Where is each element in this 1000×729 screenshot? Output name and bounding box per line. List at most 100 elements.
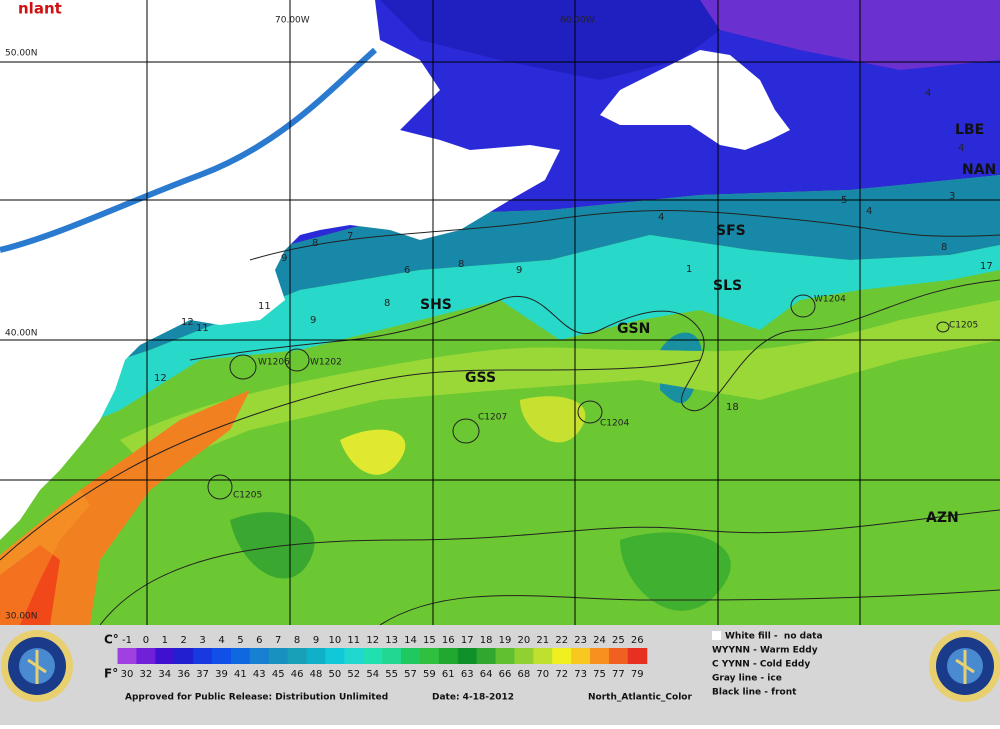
- fahrenheit-tick: 75: [593, 669, 606, 680]
- color-swatch: [268, 648, 289, 664]
- contour-label: 18: [726, 402, 739, 413]
- key-entry: WYYNN - Warm Eddy: [712, 646, 818, 656]
- region-label: SHS: [420, 297, 452, 313]
- contour-label: 17: [980, 261, 993, 272]
- fahrenheit-tick: 64: [480, 669, 493, 680]
- product-name: North_Atlantic_Color: [588, 693, 692, 703]
- region-label: GSN: [617, 321, 650, 337]
- celsius-tick: 14: [404, 635, 417, 646]
- key-entry: C YYNN - Cold Eddy: [712, 660, 810, 670]
- celsius-tick: 2: [181, 635, 187, 646]
- region-label: NAN: [962, 162, 996, 178]
- fahrenheit-tick: 39: [215, 669, 228, 680]
- color-swatch: [249, 648, 270, 664]
- legend-panel: [0, 625, 1000, 725]
- celsius-tick: 26: [631, 635, 644, 646]
- color-swatch: [136, 648, 156, 664]
- eddy-label: C1205: [949, 321, 978, 331]
- fahrenheit-label: F°: [104, 667, 118, 681]
- no-data-swatch: [712, 631, 721, 640]
- color-swatch: [533, 648, 553, 664]
- celsius-tick: 18: [480, 635, 493, 646]
- eddy-label: W1202: [310, 358, 342, 368]
- fahrenheit-tick: 63: [461, 669, 474, 680]
- region-label: GSS: [465, 370, 496, 386]
- fahrenheit-tick: 45: [272, 669, 285, 680]
- lat-label: 50.00N: [5, 49, 38, 59]
- celsius-tick: 20: [518, 635, 531, 646]
- celsius-tick: 7: [275, 635, 281, 646]
- contour-label: 4: [658, 212, 664, 223]
- release-note: Approved for Public Release: Distributio…: [125, 693, 388, 703]
- color-swatch: [344, 648, 364, 664]
- celsius-tick: 10: [329, 635, 342, 646]
- celsius-tick: 0: [143, 635, 149, 646]
- celsius-label: C°: [104, 633, 119, 647]
- color-swatch: [287, 648, 308, 664]
- region-label: LBE: [955, 122, 984, 138]
- color-swatch: [438, 648, 459, 664]
- color-swatch: [325, 648, 345, 664]
- celsius-tick: 21: [536, 635, 549, 646]
- fahrenheit-tick: 61: [442, 669, 455, 680]
- eddy-label: W1204: [814, 295, 846, 305]
- key-entry: White fill - no data: [725, 632, 823, 642]
- fahrenheit-tick: 72: [555, 669, 568, 680]
- contour-label: 9: [516, 265, 522, 276]
- fahrenheit-tick: 36: [177, 669, 190, 680]
- celsius-tick: 4: [218, 635, 224, 646]
- fahrenheit-tick: 48: [310, 669, 323, 680]
- fahrenheit-tick: 32: [140, 669, 153, 680]
- contour-label: 8: [458, 259, 464, 270]
- contour-label: 12: [154, 373, 167, 384]
- contour-label: 4: [925, 88, 931, 99]
- contour-label: 8: [384, 298, 390, 309]
- color-swatch: [155, 648, 175, 664]
- eddy-label: C1207: [478, 413, 507, 423]
- celsius-tick: 3: [199, 635, 205, 646]
- contours: [0, 210, 1000, 626]
- color-swatch: [193, 648, 213, 664]
- celsius-tick: 22: [555, 635, 568, 646]
- celsius-tick: 19: [499, 635, 512, 646]
- celsius-tick: 1: [162, 635, 168, 646]
- celsius-tick: 6: [256, 635, 262, 646]
- fahrenheit-tick: 55: [385, 669, 398, 680]
- fahrenheit-tick: 30: [121, 669, 134, 680]
- fahrenheit-tick: 68: [518, 669, 531, 680]
- contour-label: 4: [866, 206, 872, 217]
- fahrenheit-tick: 34: [158, 669, 171, 680]
- contour-label: 11: [196, 323, 209, 334]
- fahrenheit-tick: 73: [574, 669, 587, 680]
- celsius-tick: 15: [423, 635, 436, 646]
- color-swatch: [401, 648, 421, 664]
- eddy-label: C1205: [233, 491, 262, 501]
- color-swatch: [552, 648, 572, 664]
- eddy-label: W1206: [258, 358, 290, 368]
- color-swatch: [212, 648, 232, 664]
- celsius-tick: -1: [122, 635, 132, 646]
- date: Date: 4-18-2012: [432, 693, 514, 703]
- color-swatch: [457, 648, 478, 664]
- lat-label: 40.00N: [5, 329, 38, 339]
- fahrenheit-tick: 50: [329, 669, 342, 680]
- celsius-tick: 17: [461, 635, 474, 646]
- contour-label: 6: [404, 265, 410, 276]
- contour-label: 11: [258, 301, 271, 312]
- contour-label: 3: [949, 191, 955, 202]
- fahrenheit-tick: 46: [291, 669, 304, 680]
- map-title: nlant: [18, 0, 62, 18]
- contour-label: 5: [841, 195, 847, 206]
- celsius-tick: 13: [385, 635, 398, 646]
- region-label: AZN: [926, 510, 959, 526]
- fahrenheit-tick: 70: [536, 669, 549, 680]
- lat-label: 30.00N: [5, 612, 38, 622]
- celsius-tick: 11: [347, 635, 360, 646]
- region-label: SLS: [713, 278, 742, 294]
- celsius-tick: 5: [237, 635, 243, 646]
- contour-label: 7: [347, 231, 353, 242]
- contour-label: 12: [181, 317, 194, 328]
- eddy-rings: [207, 294, 950, 500]
